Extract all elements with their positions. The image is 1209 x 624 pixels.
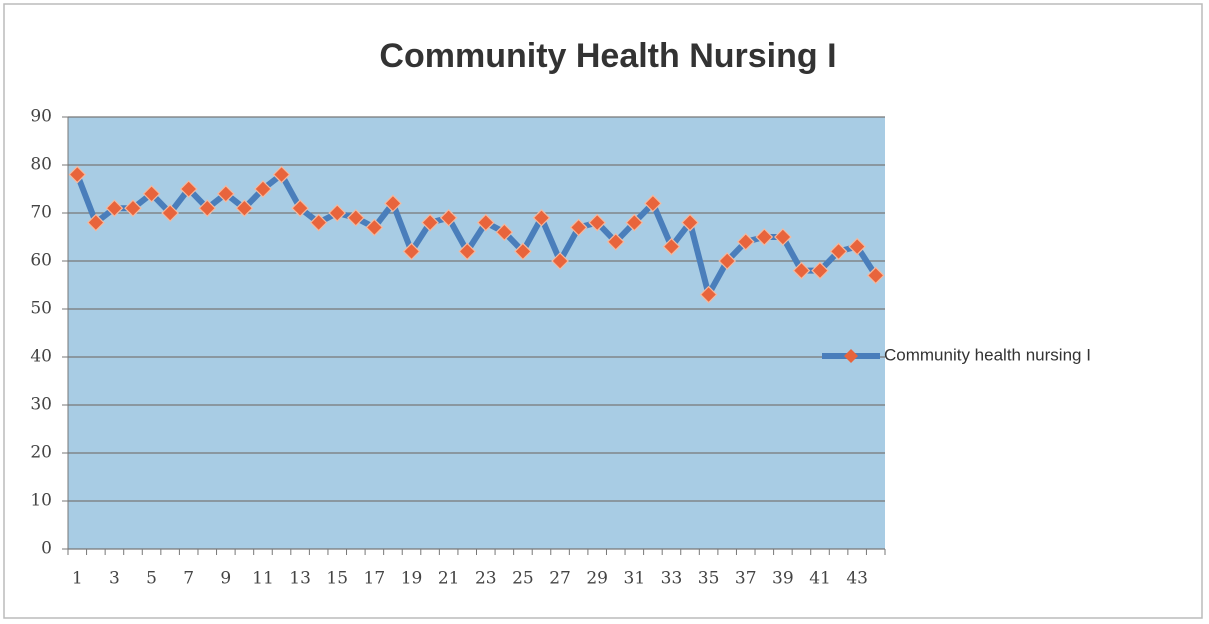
data-point (866, 266, 885, 285)
data-point (328, 204, 347, 222)
data-point (87, 213, 105, 232)
x-tick-label: 15 (326, 569, 348, 589)
x-tick-label: 5 (146, 569, 157, 589)
y-tick-label: 90 (30, 107, 52, 127)
x-tick-label: 29 (586, 569, 608, 589)
data-point (161, 204, 179, 222)
data-point (198, 199, 217, 218)
x-tick-label: 13 (289, 569, 311, 589)
data-point (421, 213, 439, 232)
data-point (792, 261, 811, 280)
data-point (829, 242, 848, 261)
y-tick-label: 70 (30, 203, 52, 223)
y-tick-label: 80 (30, 155, 52, 175)
data-point (309, 213, 328, 232)
data-point (625, 213, 644, 232)
x-tick-label: 23 (475, 569, 497, 589)
y-tick-label: 0 (41, 539, 52, 559)
x-tick-label: 33 (661, 569, 683, 589)
y-tick-label: 10 (30, 491, 52, 511)
x-tick-label: 11 (252, 569, 274, 589)
x-tick-label: 37 (735, 569, 757, 589)
data-point (272, 165, 291, 184)
x-tick-label: 27 (549, 569, 571, 589)
y-tick-label: 40 (30, 347, 52, 367)
data-point (811, 261, 829, 280)
x-tick-label: 19 (401, 569, 423, 589)
data-point (142, 184, 161, 203)
data-point (718, 252, 737, 270)
data-point (458, 242, 477, 261)
data-point (254, 180, 272, 198)
data-point (681, 213, 699, 232)
data-point (495, 223, 514, 242)
x-tick-label: 21 (438, 569, 460, 589)
data-point (699, 285, 718, 304)
data-point (68, 165, 87, 184)
y-tick-label: 50 (30, 299, 52, 319)
x-tick-label: 41 (809, 569, 831, 589)
legend-marker (844, 349, 858, 363)
data-point (532, 208, 551, 227)
data-point (124, 199, 142, 218)
x-tick-label: 25 (512, 569, 534, 589)
data-point (644, 194, 662, 213)
x-tick-label: 17 (364, 569, 386, 589)
y-tick-label: 30 (30, 395, 52, 415)
data-point (551, 252, 569, 270)
x-tick-label: 43 (846, 569, 868, 589)
data-point (514, 242, 532, 261)
data-point (439, 208, 458, 227)
data-point (384, 194, 402, 213)
data-point (736, 232, 755, 251)
x-tick-label: 35 (698, 569, 720, 589)
data-point (179, 180, 198, 198)
data-point (569, 218, 588, 237)
legend-label: Community health nursing I (884, 345, 1091, 364)
y-tick-label: 20 (30, 443, 52, 463)
data-point (291, 199, 309, 218)
x-tick-label: 9 (220, 569, 231, 589)
x-tick-label: 31 (624, 569, 646, 589)
x-tick-label: 1 (72, 569, 83, 589)
data-point (662, 237, 681, 256)
chart-title: Community Health Nursing I (379, 37, 836, 75)
data-point (216, 184, 235, 203)
data-point (105, 199, 124, 218)
x-tick-label: 7 (183, 569, 194, 589)
data-point (476, 213, 495, 232)
data-point (588, 213, 607, 232)
data-point (848, 237, 866, 256)
data-point (346, 208, 365, 227)
x-tick-label: 39 (772, 569, 794, 589)
data-point (402, 242, 421, 261)
data-point (774, 228, 792, 246)
plot-area (68, 117, 885, 549)
data-point (365, 218, 384, 237)
y-tick-label: 60 (30, 251, 52, 271)
data-point (755, 228, 774, 246)
data-point (606, 232, 625, 251)
x-tick-label: 3 (109, 569, 120, 589)
data-point (235, 199, 254, 218)
